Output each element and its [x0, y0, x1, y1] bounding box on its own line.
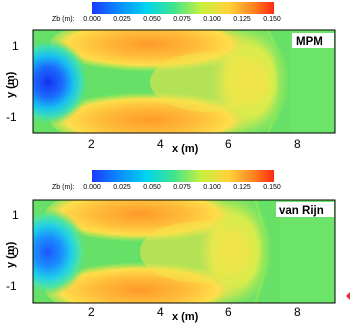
panel-mpm-xtick-3: 8 — [294, 137, 301, 151]
panel-vanrijn-scour-hole — [33, 208, 88, 296]
colorbar-top-tick-6: 0.150 — [263, 16, 281, 23]
panel-mpm-frame — [32, 29, 336, 134]
panel-mpm-ylabel: y (m) — [5, 71, 17, 98]
panel-mpm-yaxis: 1 0 -1 y (m) — [5, 39, 19, 124]
colorbar-top-tick-0: 0.000 — [83, 16, 101, 23]
panel-mpm-xtick-2: 6 — [225, 137, 232, 151]
panel-vanrijn-xtick-2: 6 — [225, 305, 232, 319]
panel-mpm-label: MPM — [296, 36, 323, 48]
panel-vanrijn: van Rijn 1 0 -1 y (m) 2 4 6 8 x (m) — [5, 199, 336, 323]
colorbar-bottom-tick-0: 0.000 — [83, 184, 101, 191]
panel-vanrijn-xaxis: 2 4 6 8 x (m) — [88, 305, 301, 323]
panel-vanrijn-xlabel: x (m) — [172, 311, 199, 323]
panel-mpm-field — [33, 30, 335, 133]
panel-vanrijn-xtick-3: 8 — [294, 305, 301, 319]
colorbar-bottom-tick-1: 0.025 — [113, 184, 131, 191]
panel-vanrijn-tail — [280, 200, 335, 303]
edge-marker-icon — [346, 292, 350, 300]
colorbar-top-tick-4: 0.100 — [203, 16, 221, 23]
panel-mpm-xtick-0: 2 — [88, 137, 95, 151]
panel-mpm-ytick-0: 1 — [12, 39, 19, 53]
panel-mpm-front-line — [266, 30, 282, 133]
colorbar-bottom-tick-3: 0.075 — [173, 184, 191, 191]
panel-vanrijn-yaxis: 1 0 -1 y (m) — [5, 208, 19, 293]
panel-mpm-scour-hole — [33, 38, 90, 126]
colorbar-top-ticks: 0.000 0.025 0.050 0.075 0.100 0.125 0.150 — [83, 16, 281, 23]
panel-vanrijn-xtick-0: 2 — [88, 305, 95, 319]
panel-mpm-xaxis: 2 4 6 8 x (m) — [88, 137, 301, 155]
colorbar-bottom-ticks: 0.000 0.025 0.050 0.075 0.100 0.125 0.150 — [83, 184, 281, 191]
panel-vanrijn-center-band — [140, 222, 250, 282]
panel-vanrijn-ytick-1: 0 — [12, 245, 19, 259]
panel-vanrijn-ytick-2: -1 — [6, 279, 17, 293]
colorbar-top-tick-5: 0.125 — [233, 16, 251, 23]
panel-vanrijn-ylabel: y (m) — [5, 241, 17, 268]
panel-vanrijn-xtick-1: 4 — [157, 305, 164, 319]
colorbar-bottom-title: Zb (m): — [52, 184, 75, 191]
colorbar-bottom-tick-5: 0.125 — [233, 184, 251, 191]
panel-vanrijn-field — [33, 200, 335, 303]
colorbar-top: Zb (m): 0.000 0.025 0.050 0.075 0.100 0.125 0.… — [52, 2, 281, 23]
panel-mpm-xtick-1: 4 — [157, 137, 164, 151]
colorbar-bottom-tick-2: 0.050 — [143, 184, 161, 191]
colorbar-bottom-tick-4: 0.100 — [203, 184, 221, 191]
panel-mpm: MPM 1 0 -1 y (m) 2 4 6 8 x (m) — [5, 29, 336, 155]
colorbar-top-gradient — [92, 2, 274, 14]
colorbar-top-title: Zb (m): — [52, 16, 75, 23]
panel-mpm-ytick-1: 0 — [12, 76, 19, 90]
colorbar-top-tick-1: 0.025 — [113, 16, 131, 23]
colorbar-bottom: Zb (m): 0.000 0.025 0.050 0.075 0.100 0.125 0.… — [52, 170, 281, 191]
colorbar-bottom-tick-6: 0.150 — [263, 184, 281, 191]
panel-vanrijn-label-box — [276, 202, 334, 217]
panel-vanrijn-ytick-0: 1 — [12, 208, 19, 222]
panel-vanrijn-label: van Rijn — [279, 205, 324, 217]
panel-mpm-label-box — [292, 33, 334, 48]
panel-mpm-xlabel: x (m) — [172, 143, 199, 155]
colorbar-top-tick-3: 0.075 — [173, 16, 191, 23]
panel-vanrijn-front-line — [253, 200, 267, 303]
colorbar-top-tick-2: 0.050 — [143, 16, 161, 23]
panel-vanrijn-frame — [32, 199, 336, 304]
colorbar-bottom-gradient — [92, 170, 274, 182]
panel-mpm-center-band — [150, 52, 270, 112]
panel-mpm-ytick-2: -1 — [6, 110, 17, 124]
